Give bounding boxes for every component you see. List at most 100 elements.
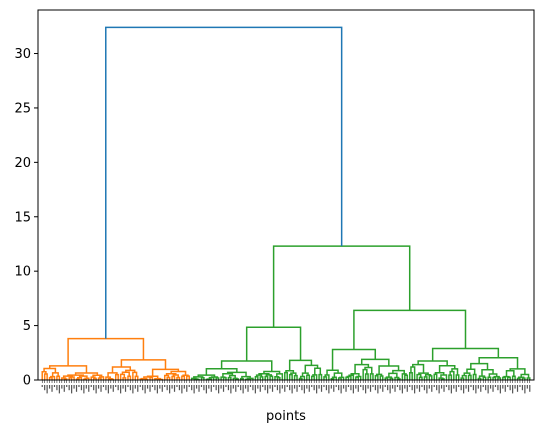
dendrogram-link (120, 359, 167, 370)
leaf-label-mark (244, 385, 247, 389)
leaf-label-mark (171, 385, 173, 389)
leaf-label-mark (144, 385, 146, 394)
leaf-label-mark (333, 385, 335, 392)
leaf-label-mark (85, 385, 87, 389)
leaf-label-mark (291, 385, 293, 394)
leaf-label-mark (68, 385, 70, 391)
dendrogram-link (318, 373, 323, 380)
y-tick-label: 20 (14, 156, 31, 171)
leaf-label-mark (526, 385, 528, 389)
dendrogram-link (186, 375, 190, 380)
leaf-label-mark (379, 385, 381, 389)
leaf-label-mark (350, 385, 352, 391)
leaf-label-mark (472, 385, 475, 391)
dendrogram-link (364, 373, 369, 380)
dendrogram-link (56, 375, 61, 380)
leaf-label-mark (450, 385, 452, 394)
dendrogram-link (404, 374, 409, 380)
dendrogram-link (245, 326, 302, 361)
leaf-label-mark (387, 385, 389, 391)
leaf-label-mark (453, 385, 455, 389)
leaf-label-mark (56, 385, 58, 391)
leaf-label-mark (433, 385, 435, 387)
leaf-label-mark (492, 385, 494, 392)
leaf-label-mark (124, 385, 127, 392)
leaf-label-mark (110, 385, 112, 389)
dendrogram-link (509, 368, 526, 375)
leaf-label-mark (470, 385, 472, 387)
leaf-label-mark (97, 385, 100, 389)
leaf-label-mark (516, 385, 519, 392)
leaf-label-mark (414, 385, 416, 394)
dendrogram-link (455, 374, 460, 380)
dendrogram-link (353, 309, 467, 350)
leaf-label-mark (71, 385, 73, 394)
leaf-label-mark (198, 385, 200, 392)
leaf-label-mark (137, 385, 139, 392)
leaf-label-mark (428, 385, 430, 389)
leaf-label-mark (83, 385, 85, 394)
dendrogram-link (467, 374, 472, 380)
leaf-label-mark (308, 385, 310, 392)
leaf-label-mark (465, 385, 467, 389)
leaf-label-mark (477, 385, 479, 389)
leaf-label-mark (509, 385, 511, 391)
leaf-label-mark (44, 385, 46, 391)
leaf-label-mark (51, 385, 53, 392)
leaf-label-mark (365, 385, 367, 394)
leaf-label-mark (93, 385, 95, 391)
leaf-label-mark (342, 385, 345, 389)
dendrogram-link (314, 367, 322, 375)
plot-frame (37, 9, 535, 381)
dendrogram-link (433, 373, 438, 380)
dendrogram-link (269, 375, 274, 380)
leaf-label-mark (313, 385, 315, 391)
dendrogram-link (503, 375, 510, 378)
leaf-label-mark (369, 385, 372, 392)
dendrogram-link (428, 375, 433, 380)
leaf-label-mark (159, 385, 161, 389)
leaf-label-mark (61, 385, 63, 389)
dendrogram-link (472, 373, 477, 380)
dendrogram-link (379, 375, 384, 380)
leaf-label-mark (193, 385, 195, 394)
leaf-label-mark (320, 385, 323, 392)
dendrogram-link (293, 374, 298, 380)
leaf-label-mark (252, 385, 254, 391)
leaf-label-mark (142, 385, 144, 391)
dendrogram-link (220, 360, 273, 372)
leaf-label-mark (347, 385, 350, 387)
leaf-label-mark (242, 385, 244, 394)
leaf-label-mark (286, 385, 288, 387)
leaf-label-mark (218, 385, 220, 394)
leaf-label-mark (210, 385, 212, 392)
leaf-label-mark (443, 385, 445, 392)
leaf-label-mark (306, 385, 308, 389)
leaf-label-mark (112, 385, 114, 392)
leaf-label-mark (460, 385, 462, 391)
leaf-label-mark (338, 385, 340, 391)
leaf-label-mark (208, 385, 210, 389)
dendrogram-link (127, 375, 132, 380)
y-tick-label: 25 (14, 101, 31, 116)
leaf-label-mark (318, 385, 320, 389)
leaf-label-mark (455, 385, 457, 392)
leaf-label-mark (519, 385, 521, 387)
leaf-label-mark (311, 385, 313, 387)
leaf-label-mark (316, 385, 318, 394)
leaf-label-mark (191, 385, 193, 391)
leaf-label-mark (438, 385, 440, 394)
leaf-label-mark (426, 385, 428, 394)
leaf-label-mark (122, 385, 124, 389)
leaf-label-mark (117, 385, 119, 391)
leaf-label-mark (102, 385, 105, 387)
leaf-label-mark (404, 385, 406, 389)
leaf-label-mark (169, 385, 171, 394)
leaf-label-mark (129, 385, 132, 391)
leaf-label-mark (173, 385, 176, 392)
leaf-label-mark (203, 385, 205, 391)
leaf-label-mark (279, 385, 281, 394)
leaf-label-mark (480, 385, 482, 392)
dendrogram-link (67, 337, 145, 366)
